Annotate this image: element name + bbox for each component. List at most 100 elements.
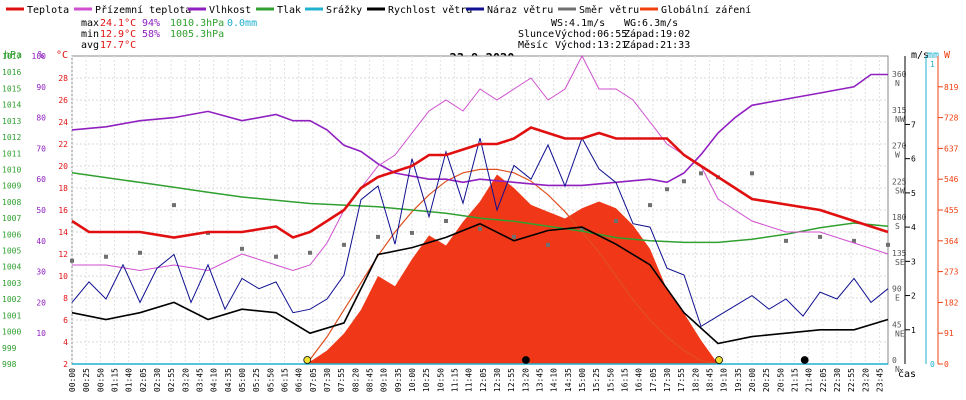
radiation-tick-label: 364 [944, 237, 959, 246]
stats-max-rain: 0.0mm [227, 18, 257, 29]
legend: Teplota Přízemní teplota Vlhkost Tlak Sr… [6, 4, 751, 16]
wind-tick-label: 1 [911, 326, 916, 335]
x-tick-label: 04:10 [210, 368, 219, 392]
direction-tick-value: 135 [892, 249, 907, 258]
x-axis-ticks: 00:00 00:25 00:50 01:15 01:40 02:05 02:30 02:55… [68, 368, 885, 392]
rain-tick-label: 0 [930, 360, 935, 369]
x-tick-label: 16:15 [621, 368, 630, 392]
direction-tick-value: 90 [892, 285, 902, 294]
x-tick-label: 22:30 [833, 368, 842, 392]
x-tick-label: 14:10 [550, 368, 559, 392]
legend-label-naraz: Náraz větru [487, 4, 553, 16]
x-tick-label: 22:05 [819, 368, 828, 392]
x-tick-label: 09:35 [394, 368, 403, 392]
radiation-tick-label: 91 [944, 329, 954, 338]
legend-label-smer: Směr větru [579, 4, 639, 16]
x-tick-label: 00:50 [96, 368, 105, 392]
pressure-tick-label: 1000 [2, 328, 21, 337]
x-tick-label: 17:55 [677, 368, 686, 392]
legend-label-srazky: Srážky [326, 4, 362, 16]
sun-set: Západ:19:02 [624, 28, 690, 40]
wind-tick-label: 5 [911, 189, 916, 198]
series-rychlost-vetru [71, 222, 889, 345]
humidity-tick-label: 50 [36, 206, 46, 215]
x-tick-label: 14:35 [564, 368, 573, 392]
direction-tick-value: 0 [892, 356, 897, 365]
temperature-tick-label: 14 [58, 228, 68, 237]
humidity-tick-label: 60 [36, 175, 46, 184]
x-tick-label: 05:00 [238, 368, 247, 392]
sun-label: Slunce [518, 29, 554, 40]
stats-block: max 24.1°C 94% 1010.3hPa 0.0mm min 12.9°… [81, 18, 257, 51]
direction-point [512, 234, 516, 239]
pressure-tick-label: 1015 [2, 84, 21, 93]
x-tick-label: 05:50 [266, 368, 275, 392]
legend-label-tlak: Tlak [277, 5, 301, 16]
x-tick-label: 10:00 [408, 368, 417, 392]
direction-tick-value: 225 [892, 177, 907, 186]
pressure-tick-label: 998 [2, 360, 17, 369]
wind-speed-info: WS:4.1m/s [551, 18, 605, 29]
temperature-tick-label: 16 [58, 206, 68, 215]
unit-humidity: % [38, 50, 44, 61]
pressure-tick-label: 1003 [2, 279, 21, 288]
direction-tick-label: N [895, 365, 900, 374]
x-tick-label: 13:20 [521, 368, 530, 392]
x-tick-label: 21:15 [791, 368, 800, 392]
x-tick-label: 18:45 [706, 368, 715, 392]
event-marker [522, 356, 530, 364]
direction-tick-value: 315 [892, 106, 907, 115]
axis-units: hPa % °C m/s mm W čas [4, 50, 951, 380]
humidity-tick-label: 90 [36, 83, 46, 92]
wind-gust-info: WG:6.3m/s [624, 18, 678, 29]
unit-rain: mm [927, 50, 939, 61]
radiation-tick-label: 0 [944, 360, 949, 369]
direction-point [580, 226, 584, 231]
x-tick-label: 06:15 [281, 368, 290, 392]
direction-point [308, 250, 312, 255]
temperature-tick-label: 10 [58, 272, 68, 281]
x-tick-label: 08:45 [366, 368, 375, 392]
pressure-tick-label: 1009 [2, 182, 21, 191]
event-marker [303, 356, 312, 364]
x-tick-label: 02:30 [153, 368, 162, 392]
x-tick-label: 03:20 [181, 368, 190, 392]
direction-point [648, 203, 652, 208]
stats-max-press: 1010.3hPa [170, 18, 224, 29]
rain-tick-label: 1 [930, 60, 935, 69]
humidity-tick-label: 20 [36, 298, 46, 307]
x-tick-label: 23:20 [861, 368, 870, 392]
x-tick-label: 23:45 [876, 368, 885, 392]
pressure-tick-label: 1012 [2, 133, 21, 142]
wind-tick-label: 3 [911, 257, 916, 266]
radiation-tick-label: 819 [944, 83, 959, 92]
unit-wind: m/s [911, 50, 929, 61]
pressure-tick-label: 1016 [2, 68, 21, 77]
unit-radiation: W [944, 50, 951, 61]
pressure-tick-label: 1011 [2, 149, 21, 158]
legend-label-vlhkost: Vlhkost [209, 5, 251, 16]
x-tick-label: 07:05 [309, 368, 318, 392]
direction-point [886, 242, 890, 247]
legend-label-prizemni: Přízemní teplota [95, 4, 191, 16]
x-tick-label: 22:55 [847, 368, 856, 392]
temperature-tick-label: 20 [58, 162, 68, 171]
x-tick-label: 09:10 [380, 368, 389, 392]
x-tick-label: 11:15 [451, 368, 460, 392]
direction-tick-label: NW [895, 115, 905, 124]
moon-label: Měsíc [518, 39, 548, 51]
radiation-tick-label: 728 [944, 114, 959, 123]
event-marker [800, 356, 809, 364]
x-tick-label: 17:05 [649, 368, 658, 392]
radiation-tick-label: 546 [944, 175, 959, 184]
x-tick-label: 02:05 [139, 368, 148, 392]
x-tick-label: 03:45 [196, 368, 205, 392]
x-tick-label: 00:00 [68, 368, 77, 392]
pressure-tick-label: 1002 [2, 295, 21, 304]
direction-tick-label: SW [895, 186, 905, 195]
legend-label-zareni: Globální záření [661, 4, 751, 16]
radiation-tick-label: 182 [944, 298, 959, 307]
x-tick-label: 18:20 [691, 368, 700, 392]
x-tick-label: 10:25 [422, 368, 431, 392]
stats-avg-temp: 17.7°C [100, 40, 136, 51]
